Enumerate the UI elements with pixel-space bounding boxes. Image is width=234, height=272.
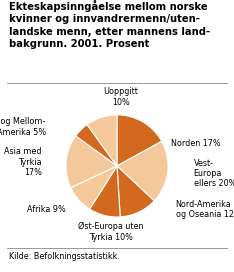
Wedge shape bbox=[90, 166, 120, 217]
Text: Øst-Europa uten
Tyrkia 10%: Øst-Europa uten Tyrkia 10% bbox=[78, 222, 144, 242]
Wedge shape bbox=[66, 136, 117, 188]
Text: Asia med
Tyrkia
17%: Asia med Tyrkia 17% bbox=[4, 147, 42, 177]
Text: Kilde: Befolkningsstatistikk.: Kilde: Befolkningsstatistikk. bbox=[9, 252, 120, 261]
Text: Afrika 9%: Afrika 9% bbox=[27, 205, 66, 214]
Text: Sør- og Mellom-
Amerika 5%: Sør- og Mellom- Amerika 5% bbox=[0, 117, 46, 137]
Wedge shape bbox=[117, 141, 168, 201]
Text: Norden 17%: Norden 17% bbox=[171, 139, 221, 148]
Wedge shape bbox=[117, 115, 162, 166]
Text: Uoppgitt
10%: Uoppgitt 10% bbox=[103, 87, 138, 107]
Wedge shape bbox=[117, 166, 154, 217]
Wedge shape bbox=[76, 125, 117, 166]
Wedge shape bbox=[71, 166, 117, 209]
Wedge shape bbox=[87, 115, 117, 166]
Text: Ekteskapsinngåelse mellom norske
kvinner og innvandrermenn/uten-
landske menn, e: Ekteskapsinngåelse mellom norske kvinner… bbox=[9, 0, 211, 49]
Text: Vest-
Europa
ellers 20%: Vest- Europa ellers 20% bbox=[194, 159, 234, 188]
Text: Nord-Amerika
og Oseania 12%: Nord-Amerika og Oseania 12% bbox=[176, 200, 234, 219]
